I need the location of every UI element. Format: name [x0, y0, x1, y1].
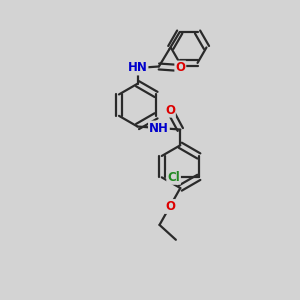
Text: HN: HN	[128, 61, 148, 74]
Text: O: O	[165, 104, 175, 117]
Text: NH: NH	[149, 122, 169, 134]
Text: Cl: Cl	[167, 171, 180, 184]
Text: O: O	[175, 61, 185, 74]
Text: O: O	[165, 200, 175, 213]
